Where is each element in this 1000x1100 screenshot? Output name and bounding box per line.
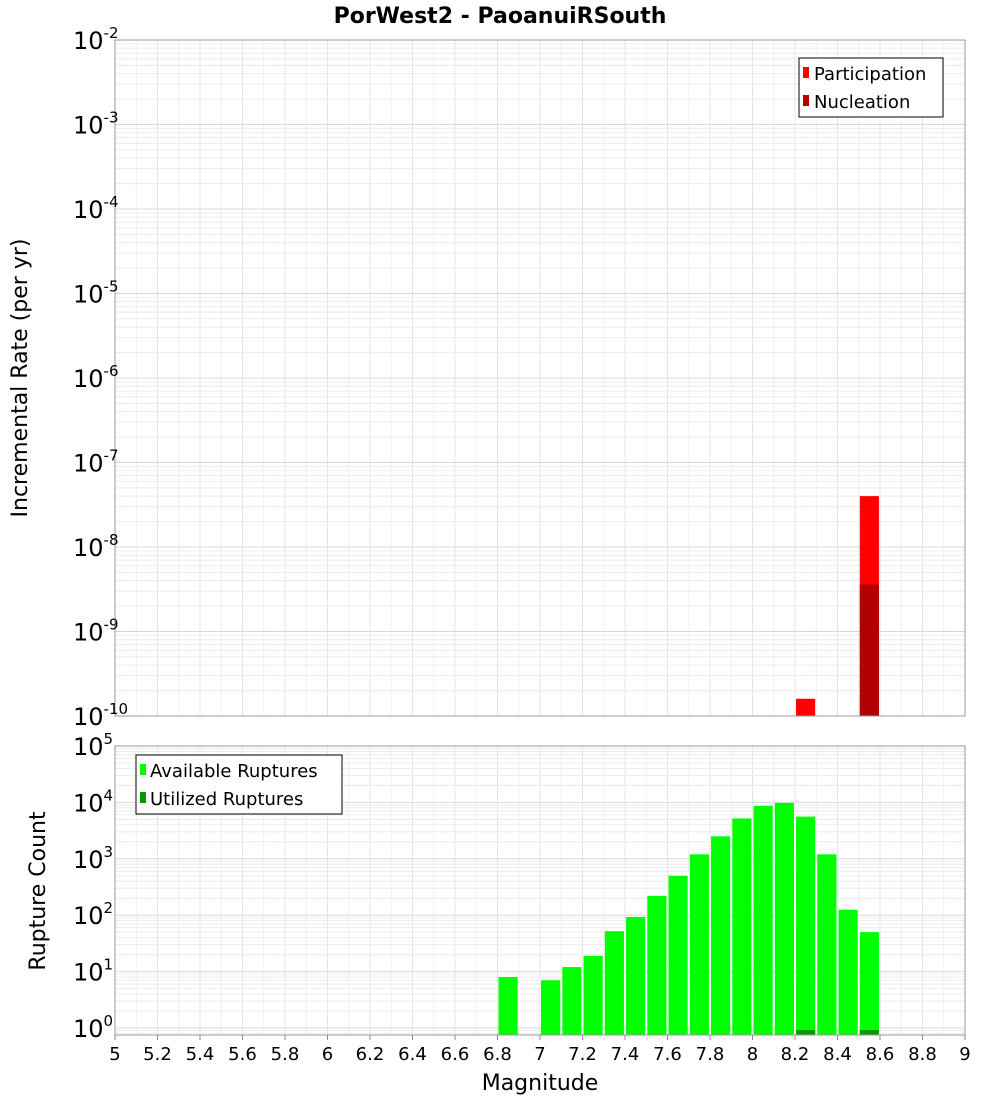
x-tick-label: 6.2: [356, 1044, 385, 1065]
rate-y-axis-label: Incremental Rate (per yr): [8, 239, 33, 518]
rate-y-tick-label: 10-7: [73, 447, 119, 478]
rate-y-ticks: 10-2 10-3 10-4 10-5 10-6 10-7 10-8 10-9 10-10: [73, 24, 128, 731]
participation-legend-label: Participation: [814, 64, 926, 85]
x-tick-label: 5.2: [143, 1044, 172, 1065]
rate-y-tick-label: 10-4: [73, 193, 119, 224]
rupture-y-tick-label: 100: [73, 1012, 113, 1043]
available-ruptures-bar: [562, 967, 582, 1035]
x-tick-label: 8.8: [908, 1044, 937, 1065]
available-ruptures-bar: [541, 980, 561, 1035]
available-ruptures-bar: [859, 932, 879, 1035]
available-ruptures-bar: [732, 818, 752, 1035]
rate-y-tick-label: 10-6: [73, 362, 119, 393]
available-ruptures-bar: [817, 854, 837, 1035]
rupture-y-tick-label: 103: [73, 843, 113, 874]
x-tick-label: 7.4: [611, 1044, 640, 1065]
available-legend-label: Available Ruptures: [150, 761, 318, 782]
rupture-y-axis-label: Rupture Count: [26, 811, 51, 971]
rupture-count-panel: 105 104 103 102 101 100 Rupture Count Availab…: [26, 730, 971, 1096]
utilized-ruptures-bar: [859, 1030, 879, 1035]
x-tick-label: 9: [959, 1044, 970, 1065]
rate-y-tick-label: 10-5: [73, 278, 119, 309]
available-ruptures-bar: [604, 931, 624, 1035]
available-ruptures-bar: [668, 875, 688, 1035]
rupture-legend-box: [135, 754, 343, 815]
x-tick-label: 8.2: [781, 1044, 810, 1065]
x-tick-label: 8.6: [866, 1044, 895, 1065]
rate-legend: Participation Nucleation: [798, 57, 944, 118]
available-ruptures-bar: [796, 816, 816, 1035]
available-ruptures-bar: [583, 955, 603, 1035]
x-tick-label: 5: [109, 1044, 120, 1065]
x-tick-label: 7: [534, 1044, 545, 1065]
x-tick-label: 6.6: [441, 1044, 470, 1065]
x-tick-label: 6: [322, 1044, 333, 1065]
x-tick-label: 6.8: [483, 1044, 512, 1065]
rupture-bars: [498, 802, 879, 1035]
utilized-legend-label: Utilized Ruptures: [150, 789, 303, 810]
available-ruptures-bar: [753, 805, 773, 1035]
rupture-y-tick-label: 102: [73, 899, 113, 930]
participation-legend-swatch: [803, 67, 809, 78]
available-legend-swatch: [140, 764, 146, 775]
utilized-ruptures-bar: [796, 1030, 816, 1035]
x-tick-label: 7.6: [653, 1044, 682, 1065]
nucleation-bar: [859, 584, 879, 716]
magnitude-x-ticks: 5 5.2 5.4 5.6 5.8 6 6.2 6.4 6.6 6.8 7 7.2 7.4 7.6 7.8 8…: [109, 1035, 971, 1065]
rate-y-tick-label: 10-3: [73, 109, 119, 140]
available-ruptures-bar: [689, 854, 709, 1035]
rate-panel: 10-2 10-3 10-4 10-5 10-6 10-7 10-8 10-9 10-10 In…: [8, 24, 966, 731]
available-ruptures-bar: [498, 977, 518, 1035]
rupture-y-tick-label: 104: [73, 786, 113, 817]
rate-bars: [796, 496, 879, 716]
rupture-y-tick-label: 105: [73, 730, 113, 761]
rupture-legend: Available Ruptures Utilized Ruptures: [135, 754, 343, 815]
rate-y-tick-label: 10-8: [73, 531, 119, 562]
available-ruptures-bar: [626, 916, 646, 1035]
available-ruptures-bar: [838, 909, 858, 1035]
participation-bar: [796, 698, 816, 716]
x-tick-label: 5.8: [271, 1044, 300, 1065]
x-tick-label: 8: [747, 1044, 758, 1065]
nucleation-legend-label: Nucleation: [814, 92, 910, 113]
x-tick-label: 5.4: [186, 1044, 215, 1065]
available-ruptures-bar: [774, 802, 794, 1035]
rate-y-tick-label: 10-9: [73, 616, 119, 647]
rate-y-tick-label: 10-2: [73, 24, 119, 55]
x-axis-label: Magnitude: [482, 1071, 599, 1096]
x-tick-label: 6.4: [398, 1044, 427, 1065]
x-tick-label: 8.4: [823, 1044, 852, 1065]
rate-y-tick-label: 10-10: [73, 700, 128, 731]
utilized-legend-swatch: [140, 792, 146, 803]
rate-legend-box: [798, 57, 944, 118]
chart-title: PorWest2 - PaoanuiRSouth: [334, 4, 667, 29]
nucleation-legend-swatch: [803, 95, 809, 106]
rupture-y-tick-label: 101: [73, 956, 113, 987]
x-tick-label: 7.2: [568, 1044, 597, 1065]
x-tick-label: 7.8: [696, 1044, 725, 1065]
rate-grid: [114, 39, 966, 717]
x-tick-label: 5.6: [228, 1044, 257, 1065]
available-ruptures-bar: [647, 895, 667, 1035]
available-ruptures-bar: [711, 836, 731, 1035]
rupture-y-ticks: 105 104 103 102 101 100: [73, 730, 113, 1043]
rate-plot-border: [114, 39, 966, 717]
